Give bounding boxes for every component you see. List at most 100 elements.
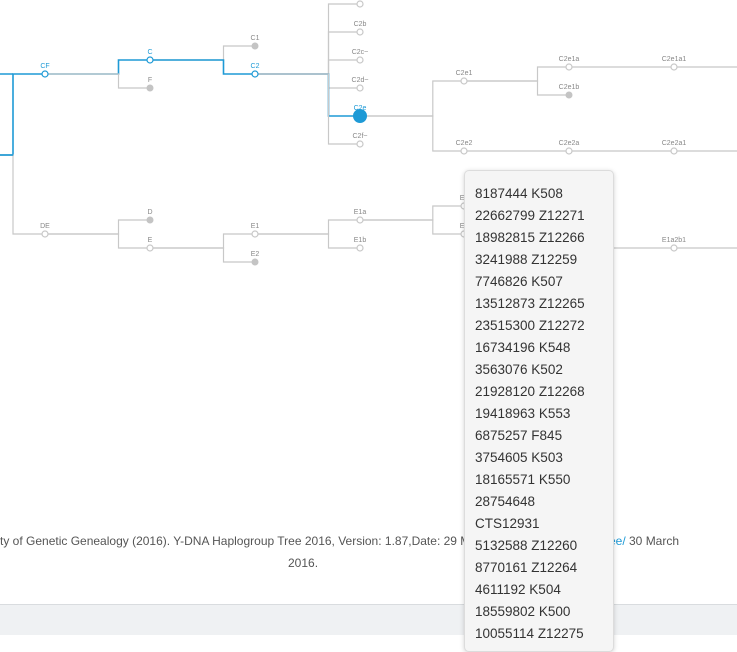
tree-node-label: C2b: [354, 21, 367, 28]
tree-node-e[interactable]: E: [146, 237, 154, 252]
tree-edge-root-stub: [0, 73, 13, 156]
tree-node-f[interactable]: F: [146, 77, 154, 92]
tree-node-de[interactable]: DE: [40, 223, 50, 238]
tree-node-label: E1: [251, 223, 260, 230]
tree-node-circle[interactable]: [356, 140, 364, 148]
tree-node-circle[interactable]: [356, 244, 364, 252]
tree-node-label: C2d~: [352, 77, 369, 84]
tree-edge-c2-c2b: [255, 31, 360, 75]
snp-item: 7746826 K507: [475, 274, 563, 289]
tree-node-circle[interactable]: [565, 63, 573, 71]
tree-node-circle[interactable]: [460, 77, 468, 85]
snp-item: 18559802 K500: [475, 604, 571, 619]
snp-item: 3241988 Z12259: [475, 252, 578, 267]
snp-item: 21928120 Z12268: [475, 384, 585, 399]
tree-node-label: F: [148, 77, 152, 84]
tree-node-circle[interactable]: [356, 0, 364, 8]
tree-node-e1[interactable]: E1: [251, 223, 260, 238]
snp-item: 18982815 Z12266: [475, 230, 585, 245]
tree-node-c2d[interactable]: C2d~: [352, 77, 369, 92]
snp-item: 22662799 Z12271: [475, 208, 585, 223]
tree-node-circle[interactable]: [146, 216, 154, 224]
tree-node-label: C2e: [354, 105, 367, 112]
tree-node-c2c[interactable]: C2c~: [352, 49, 369, 64]
tree-edge-e1a-e1a2: [360, 219, 464, 235]
tree-edge-c2e-c2e2: [360, 115, 464, 152]
snp-item: 6875257 F845: [475, 428, 563, 443]
snp-item: 5132588 Z12260: [475, 538, 578, 553]
tree-node-cf[interactable]: CF: [40, 63, 50, 78]
tree-node-circle[interactable]: [670, 63, 678, 71]
tree-node-circle[interactable]: [670, 147, 678, 155]
tree-node-c2e2[interactable]: C2e2: [456, 140, 473, 155]
tree-edge-c2-c2e: [255, 73, 360, 117]
tree-node-e2[interactable]: E2: [251, 251, 260, 266]
tree-edge-e1-e1b: [255, 233, 360, 249]
tree-edge-cf-f: [45, 73, 150, 89]
citation-text: ty of Genetic Genealogy (2016). Y-DNA Ha…: [0, 534, 481, 548]
snp-item: 19418963 K553: [475, 406, 571, 421]
tree-node-circle[interactable]: [251, 42, 259, 50]
tree-node-c2e1[interactable]: C2e1: [456, 70, 473, 85]
tree-node-circle[interactable]: [356, 28, 364, 36]
tree-node-label: C2e1: [456, 70, 473, 77]
tree-node-c1[interactable]: C1: [251, 35, 260, 50]
tree-edge-de-e: [45, 233, 150, 249]
tree-edge-c2e-c2e1: [360, 80, 464, 117]
tree-node-circle[interactable]: [41, 230, 49, 238]
tree-node-c2e1b[interactable]: C2e1b: [559, 84, 580, 99]
tree-node-c2e1a[interactable]: C2e1a: [559, 56, 580, 71]
tree-node-c2e[interactable]: C2e: [353, 105, 367, 123]
snp-item: 3563076 K502: [475, 362, 563, 377]
snp-item: 16734196 K548: [475, 340, 571, 355]
snp-item: CTS12931: [475, 516, 540, 531]
tree-node-d[interactable]: D: [146, 209, 154, 224]
snp-tooltip: 8187444 K508 22662799 Z12271 18982815 Z122…: [464, 170, 614, 652]
tree-node-c2top[interactable]: [356, 0, 364, 8]
tree-node-circle[interactable]: [565, 147, 573, 155]
citation-line-1: ty of Genetic Genealogy (2016). Y-DNA Ha…: [0, 530, 679, 552]
tree-edges: [0, 3, 737, 263]
tree-node-label: E1a2b1: [662, 237, 686, 244]
tree-node-circle[interactable]: [353, 109, 367, 123]
tree-node-label: C2e1a: [559, 56, 580, 63]
tree-edge-c2-c2c: [255, 59, 360, 75]
tree-node-circle[interactable]: [670, 244, 678, 252]
tree-node-c2e1a1[interactable]: C2e1a1: [662, 56, 687, 71]
tree-node-label: C2e2a1: [662, 140, 687, 147]
tree-node-label: E: [148, 237, 153, 244]
tree-node-circle[interactable]: [41, 70, 49, 78]
tree-edge-root-de: [0, 154, 45, 235]
tree-node-circle[interactable]: [251, 258, 259, 266]
tree-node-c2e2a1[interactable]: C2e2a1: [662, 140, 687, 155]
tree-node-e1b[interactable]: E1b: [354, 237, 367, 252]
tree-edge-c2-c2top: [255, 3, 360, 75]
tree-edge-c-c1: [150, 45, 255, 61]
tree-node-e1a2b1[interactable]: E1a2b1: [662, 237, 686, 252]
tree-edge-e-e1: [150, 233, 255, 249]
tree-edge-c2e1-c2e1b: [464, 80, 569, 96]
tree-edge-c-c2: [150, 59, 255, 75]
tree-node-circle[interactable]: [356, 84, 364, 92]
tree-node-circle[interactable]: [251, 230, 259, 238]
tree-node-circle[interactable]: [146, 56, 154, 64]
snp-item: 18165571 K550: [475, 472, 571, 487]
tree-node-circle[interactable]: [565, 91, 573, 99]
tree-edge-e1a-e1a1: [360, 205, 464, 221]
tree-node-label: C2: [251, 63, 260, 70]
tree-node-circle[interactable]: [146, 84, 154, 92]
tree-node-c2e2a[interactable]: C2e2a: [559, 140, 580, 155]
tree-node-circle[interactable]: [356, 216, 364, 224]
tree-node-c2[interactable]: C2: [251, 63, 260, 78]
tree-node-e1a[interactable]: E1a: [354, 209, 367, 224]
tree-node-c[interactable]: C: [146, 49, 154, 64]
tree-node-label: DE: [40, 223, 50, 230]
tree-node-circle[interactable]: [146, 244, 154, 252]
tree-node-label: D: [147, 209, 152, 216]
tree-node-circle[interactable]: [460, 147, 468, 155]
tree-node-circle[interactable]: [356, 56, 364, 64]
tree-node-c2b[interactable]: C2b: [354, 21, 367, 36]
tree-node-c2f[interactable]: C2f~: [353, 133, 368, 148]
snp-item: 10055114 Z12275: [475, 626, 584, 641]
tree-node-circle[interactable]: [251, 70, 259, 78]
